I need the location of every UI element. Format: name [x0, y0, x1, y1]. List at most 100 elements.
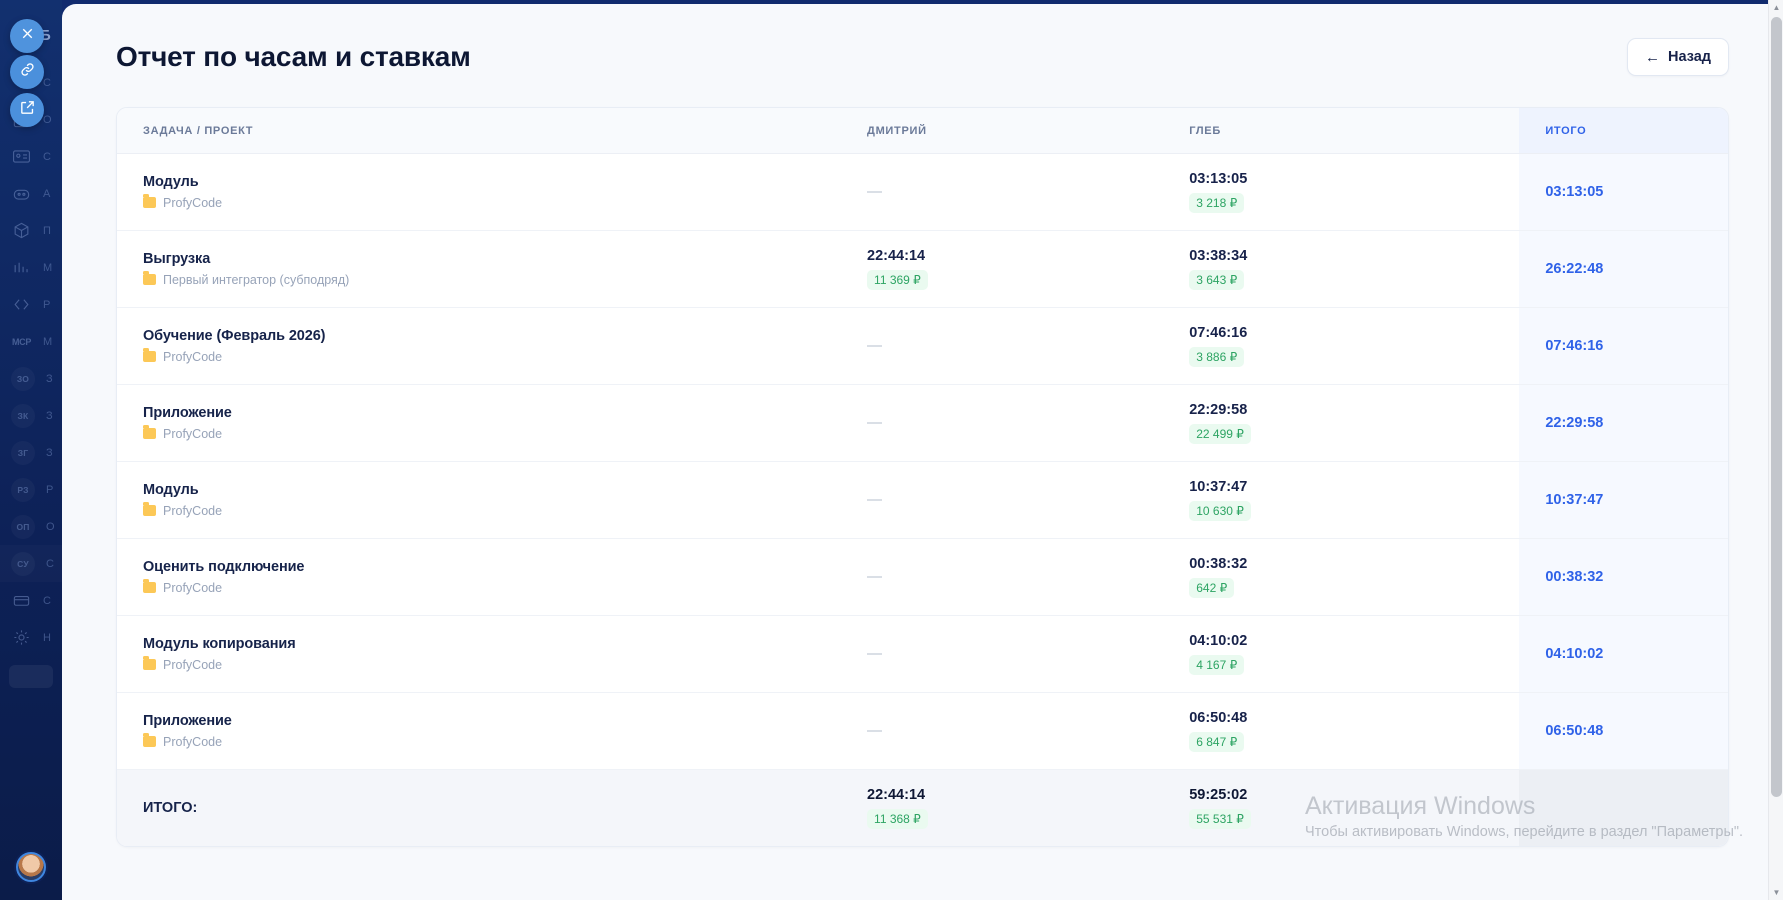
cell-time: 06:50:48 [1189, 709, 1248, 726]
cell-total: 07:46:16 [1519, 307, 1728, 385]
scroll-down-arrow-icon[interactable]: ▼ [1772, 888, 1781, 897]
sidebar-item-3[interactable]: А [0, 175, 62, 212]
table-row[interactable]: Обучение (Февраль 2026) ProfyCode — 07:4… [117, 307, 1728, 385]
table-row[interactable]: Приложение ProfyCode — 06:50:48 6 847 ₽ [117, 692, 1728, 770]
cell-gleb: 03:38:34 3 643 ₽ [1189, 230, 1520, 308]
cell-money: 10 630 ₽ [1189, 500, 1251, 521]
sidebar-item-11[interactable]: РЗ Р [0, 471, 62, 508]
column-header-gleb[interactable]: ГЛЕБ [1189, 108, 1520, 154]
sidebar-item-15[interactable]: Н [0, 619, 62, 656]
sidebar-item-9[interactable]: ЗК З [0, 397, 62, 434]
sidebar-item-7[interactable]: MCP М [0, 323, 62, 360]
column-header-total[interactable]: ИТОГО [1519, 108, 1728, 154]
sidebar-item-10[interactable]: ЗГ З [0, 434, 62, 471]
sidebar-item-5[interactable]: М [0, 249, 62, 286]
table-row[interactable]: Модуль ProfyCode — 03:13:05 3 218 ₽ [117, 153, 1728, 231]
task-project: Первый интегратор (субподряд) [143, 271, 867, 287]
table-header-row: ЗАДАЧА / ПРОЕКТ ДМИТРИЙ ГЛЕБ ИТОГО [117, 108, 1728, 154]
footer-label: ИТОГО: [117, 768, 868, 846]
cell-total: 03:13:05 [1519, 153, 1728, 231]
cell-time: 07:46:16 [1189, 324, 1248, 341]
cell-task: Модуль ProfyCode [117, 461, 868, 539]
cell-gleb: 04:10:02 4 167 ₽ [1189, 615, 1520, 693]
link-icon [19, 61, 36, 83]
sidebar-item-label: П [43, 224, 51, 237]
folder-icon [143, 271, 156, 285]
task-project: ProfyCode [143, 425, 867, 441]
task-name: Приложение [143, 712, 232, 729]
folder-icon [143, 733, 156, 747]
avatar[interactable] [16, 852, 46, 882]
sidebar-badge-icon: ОП [11, 515, 35, 539]
column-header-dmitry[interactable]: ДМИТРИЙ [867, 108, 1190, 154]
sidebar-item-6[interactable]: Р [0, 286, 62, 323]
sidebar-item-label: О [46, 520, 55, 533]
cell-gleb: 06:50:48 6 847 ₽ [1189, 692, 1520, 770]
cell-empty-dash: — [867, 645, 883, 662]
cell-total: 10:37:47 [1519, 461, 1728, 539]
scroll-up-arrow-icon[interactable]: ▲ [1772, 3, 1781, 12]
cell-dmitry: 22:44:14 11 369 ₽ [867, 230, 1190, 308]
column-header-task[interactable]: ЗАДАЧА / ПРОЕКТ [117, 108, 868, 154]
sidebar-item-13[interactable]: СУ С [0, 545, 62, 582]
report-modal: Отчет по часам и ставкам ← Назад ЗАДАЧА … [62, 4, 1783, 900]
sidebar-item-label: С [43, 150, 51, 163]
cell-gleb: 22:29:58 22 499 ₽ [1189, 384, 1520, 462]
sidebar-item-2[interactable]: С [0, 138, 62, 175]
task-project: ProfyCode [143, 733, 867, 749]
cell-dmitry: — [867, 692, 1190, 770]
table-row[interactable]: Приложение ProfyCode — 22:29:58 22 499 ₽ [117, 384, 1728, 462]
sidebar-item-12[interactable]: ОП О [0, 508, 62, 545]
cell-gleb: 00:38:32 642 ₽ [1189, 538, 1520, 616]
cell-time: 22:29:58 [1189, 401, 1248, 418]
page-scrollbar[interactable]: ▲ ▼ [1768, 0, 1783, 900]
task-name: Обучение (Февраль 2026) [143, 327, 326, 344]
back-button[interactable]: ← Назад [1627, 38, 1729, 76]
page-title: Отчет по часам и ставкам [116, 41, 471, 72]
task-name: Модуль копирования [143, 635, 296, 652]
cell-gleb: 10:37:47 10 630 ₽ [1189, 461, 1520, 539]
sidebar-item-14[interactable]: С [0, 582, 62, 619]
project-label: ProfyCode [163, 734, 223, 749]
box-icon [11, 220, 32, 241]
table-row[interactable]: Модуль копирования ProfyCode — 04:10:02 … [117, 615, 1728, 693]
cell-money: 11 369 ₽ [867, 269, 928, 290]
cell-money: 4 167 ₽ [1189, 654, 1245, 675]
cell-empty-dash: — [867, 722, 883, 739]
cell-task: Выгрузка Первый интегратор (субподряд) [117, 230, 868, 308]
table-row[interactable]: Оценить подключение ProfyCode — 00:38:32… [117, 538, 1728, 616]
gear-icon [11, 627, 32, 648]
folder-icon [143, 425, 156, 439]
link-floating-button[interactable] [10, 55, 44, 89]
task-name: Приложение [143, 404, 232, 421]
cell-task: Приложение ProfyCode [117, 384, 868, 462]
sidebar-item-label: З [46, 446, 53, 459]
cell-dmitry: — [867, 461, 1190, 539]
sidebar-item-label: М [43, 335, 53, 348]
table-row[interactable]: Модуль ProfyCode — 10:37:47 10 630 ₽ [117, 461, 1728, 539]
cell-money: 642 ₽ [1189, 577, 1235, 598]
footer-time: 22:44:14 [867, 786, 926, 803]
table-total-row: ИТОГО: 22:44:14 11 368 ₽ 59:25:02 55 531… [117, 768, 1728, 846]
cell-task: Модуль копирования ProfyCode [117, 615, 868, 693]
close-floating-button[interactable] [10, 19, 44, 53]
table-row[interactable]: Выгрузка Первый интегратор (субподряд) 2… [117, 230, 1728, 308]
cell-money: 3 218 ₽ [1189, 192, 1245, 213]
cell-dmitry: — [867, 307, 1190, 385]
project-label: ProfyCode [163, 349, 223, 364]
brand-logo-letter: Б [40, 26, 51, 44]
cell-dmitry: — [867, 538, 1190, 616]
external-link-floating-button[interactable] [10, 93, 44, 127]
cell-dmitry: — [867, 384, 1190, 462]
sidebar-item-label: С [43, 594, 51, 607]
sidebar-item-8[interactable]: ЗО З [0, 360, 62, 397]
sidebar-badge-icon: ЗГ [11, 441, 35, 465]
project-label: ProfyCode [163, 580, 223, 595]
footer-cell-dmitry: 22:44:14 11 368 ₽ [867, 768, 1190, 846]
sidebar-item-4[interactable]: П [0, 212, 62, 249]
cell-empty-dash: — [867, 568, 883, 585]
cell-time: 10:37:47 [1189, 478, 1248, 495]
task-project: ProfyCode [143, 579, 867, 595]
external-link-icon [19, 99, 36, 121]
scrollbar-thumb[interactable] [1771, 17, 1782, 797]
